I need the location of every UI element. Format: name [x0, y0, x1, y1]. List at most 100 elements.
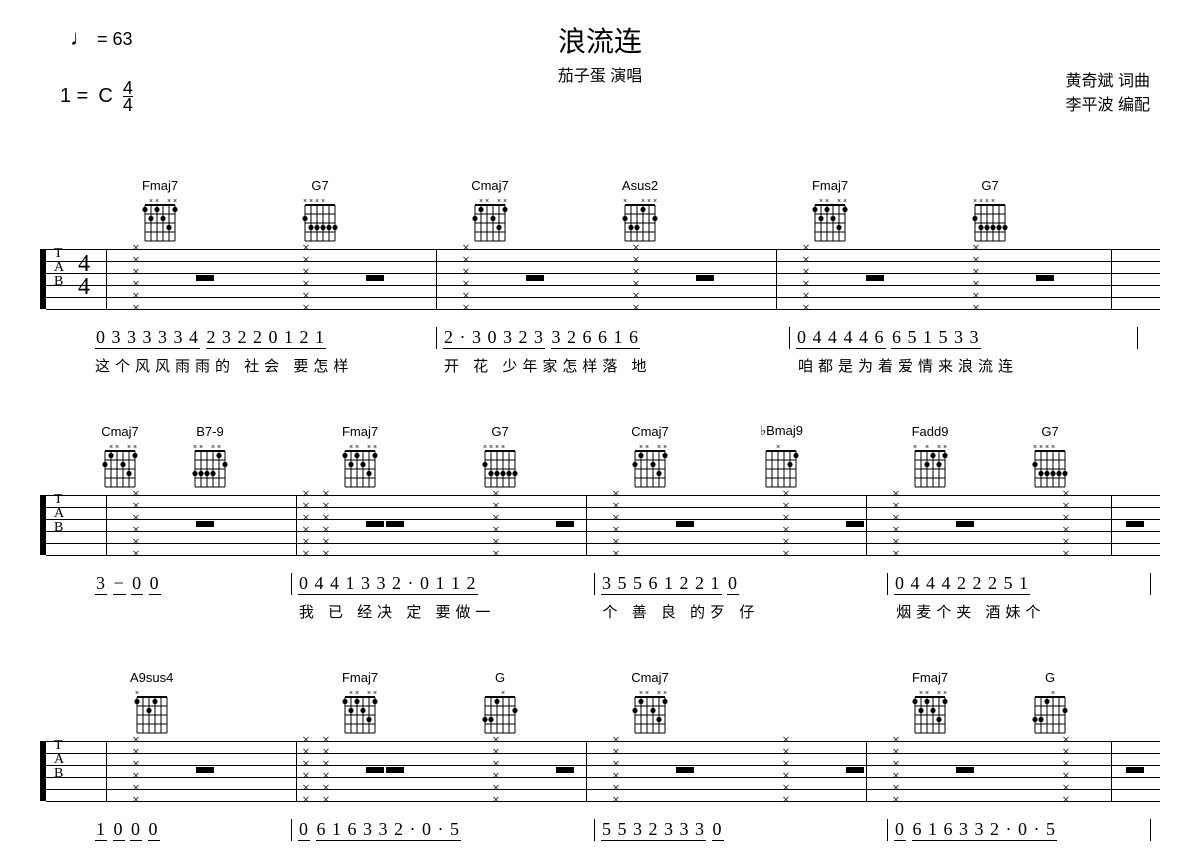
barline: [106, 741, 107, 801]
svg-text:×: ×: [133, 444, 137, 451]
key-timesig: 1 = C 4 4: [60, 80, 133, 113]
chord-name: G7: [1041, 424, 1058, 439]
credits: 黄奇斌 词曲 李平波 编配: [1066, 70, 1150, 118]
svg-text:×: ×: [1033, 444, 1037, 451]
lyric-row: 我 已 经决 定 要做一个 善 良 的歹 仔烟麦个夹 酒妹个: [40, 601, 1160, 622]
barline: [106, 249, 107, 309]
svg-text:×: ×: [309, 198, 313, 205]
rest-icon: [556, 521, 574, 527]
chord-block: Cmaj7××××: [630, 670, 670, 737]
barline: [1150, 573, 1151, 595]
chord-name: G7: [981, 178, 998, 193]
chord-block: ♭Bmaj9×: [760, 423, 803, 491]
jianpu-measure: 3 5 5 6 1 2 2 1 0: [601, 573, 881, 595]
svg-text:×: ×: [501, 444, 505, 451]
svg-text:×: ×: [489, 444, 493, 451]
chord-block: Fmaj7××××: [340, 670, 380, 737]
barline: [887, 819, 888, 841]
tab-staff: TAB×××××××××××××××××××××××××××××××××××××…: [40, 495, 1160, 555]
strum-mark-icon: ×: [782, 793, 790, 809]
svg-text:×: ×: [349, 690, 353, 697]
svg-text:×: ×: [115, 444, 119, 451]
svg-text:×: ×: [639, 690, 643, 697]
jianpu-measure: 0 4 4 4 4 6 6 5 1 5 3 3: [796, 327, 1131, 349]
jianpu-measure: 0 6 1 6 3 3 2 · 0 · 5: [894, 819, 1144, 841]
chord-block: Cmaj7××××: [470, 178, 510, 245]
svg-text:×: ×: [315, 198, 319, 205]
jianpu-measure: 0 4 4 1 3 3 2 · 0 1 1 2: [298, 573, 588, 595]
chord-row: Fmaj7××××G7××××Cmaj7××××Asus2××××Fmaj7××…: [40, 165, 1160, 245]
svg-text:×: ×: [653, 198, 657, 205]
song-subtitle: 茄子蛋 演唱: [558, 62, 642, 86]
svg-text:×: ×: [199, 444, 203, 451]
ts-denominator: 4: [123, 96, 133, 113]
barline: [594, 573, 595, 595]
strum-mark-icon: ×: [612, 547, 620, 563]
barline: [1111, 495, 1112, 555]
jianpu-measure: 1 0 0 0: [95, 819, 285, 841]
chord-block: Asus2××××: [620, 178, 660, 245]
svg-text:×: ×: [979, 198, 983, 205]
barline: [291, 573, 292, 595]
system: Fmaj7××××G7××××Cmaj7××××Asus2××××Fmaj7××…: [40, 165, 1160, 376]
barline: [1111, 741, 1112, 801]
chord-name: Fmaj7: [342, 424, 378, 439]
tempo-mark: ♩ = 63: [70, 25, 133, 51]
svg-text:×: ×: [919, 690, 923, 697]
tab-label: TAB: [54, 739, 63, 781]
lyric-measure: 烟麦个夹 酒妹个: [896, 601, 1146, 622]
svg-text:×: ×: [321, 198, 325, 205]
svg-text:×: ×: [497, 198, 501, 205]
tab-label: TAB: [54, 247, 63, 289]
svg-text:×: ×: [367, 444, 371, 451]
key-name: C: [98, 85, 112, 108]
rest-icon: [676, 767, 694, 773]
rest-icon: [1126, 767, 1144, 773]
svg-text:×: ×: [641, 198, 645, 205]
chord-block: G7××××: [1030, 424, 1070, 491]
lyric-row: 这个风风雨雨的 社会 要怎样开 花 少年家怎样落 地咱都是为着爱情来浪流连: [40, 355, 1160, 376]
svg-text:×: ×: [943, 690, 947, 697]
barline: [1150, 819, 1151, 841]
svg-text:×: ×: [647, 198, 651, 205]
rest-icon: [386, 767, 404, 773]
chord-name: Cmaj7: [631, 670, 669, 685]
rest-icon: [556, 767, 574, 773]
rest-icon: [366, 521, 384, 527]
strum-mark-icon: ×: [492, 793, 500, 809]
chord-block: Fadd9××××: [910, 424, 950, 491]
chord-block: G×: [1030, 670, 1070, 737]
svg-text:×: ×: [837, 198, 841, 205]
svg-text:×: ×: [1051, 690, 1055, 697]
tempo-value: = 63: [97, 29, 133, 49]
chord-block: A9sus4×: [130, 670, 173, 737]
chord-row: Cmaj7××××B7-9××××Fmaj7××××G7××××Cmaj7×××…: [40, 411, 1160, 491]
chord-name: G: [495, 670, 505, 685]
rest-icon: [696, 275, 714, 281]
strum-mark-icon: ×: [1062, 547, 1070, 563]
barline: [586, 495, 587, 555]
chord-block: G7××××: [970, 178, 1010, 245]
svg-text:×: ×: [657, 444, 661, 451]
rest-icon: [956, 521, 974, 527]
chord-name: Cmaj7: [631, 424, 669, 439]
svg-text:×: ×: [645, 444, 649, 451]
svg-text:×: ×: [211, 444, 215, 451]
svg-text:×: ×: [937, 690, 941, 697]
chord-block: Cmaj7××××: [630, 424, 670, 491]
rest-icon: [386, 521, 404, 527]
barline: [291, 819, 292, 841]
rest-icon: [196, 767, 214, 773]
title-block: 浪流连 茄子蛋 演唱: [558, 20, 642, 86]
key-label: 1 =: [60, 85, 88, 108]
svg-text:×: ×: [645, 690, 649, 697]
strum-mark-icon: ×: [892, 793, 900, 809]
svg-text:×: ×: [937, 444, 941, 451]
song-title: 浪流连: [558, 20, 642, 60]
chord-block: G7××××: [300, 178, 340, 245]
svg-text:×: ×: [973, 198, 977, 205]
credit-arranger: 李平波 编配: [1066, 94, 1150, 118]
strum-mark-icon: ×: [1062, 793, 1070, 809]
strum-mark-icon: ×: [322, 793, 330, 809]
svg-text:×: ×: [825, 198, 829, 205]
